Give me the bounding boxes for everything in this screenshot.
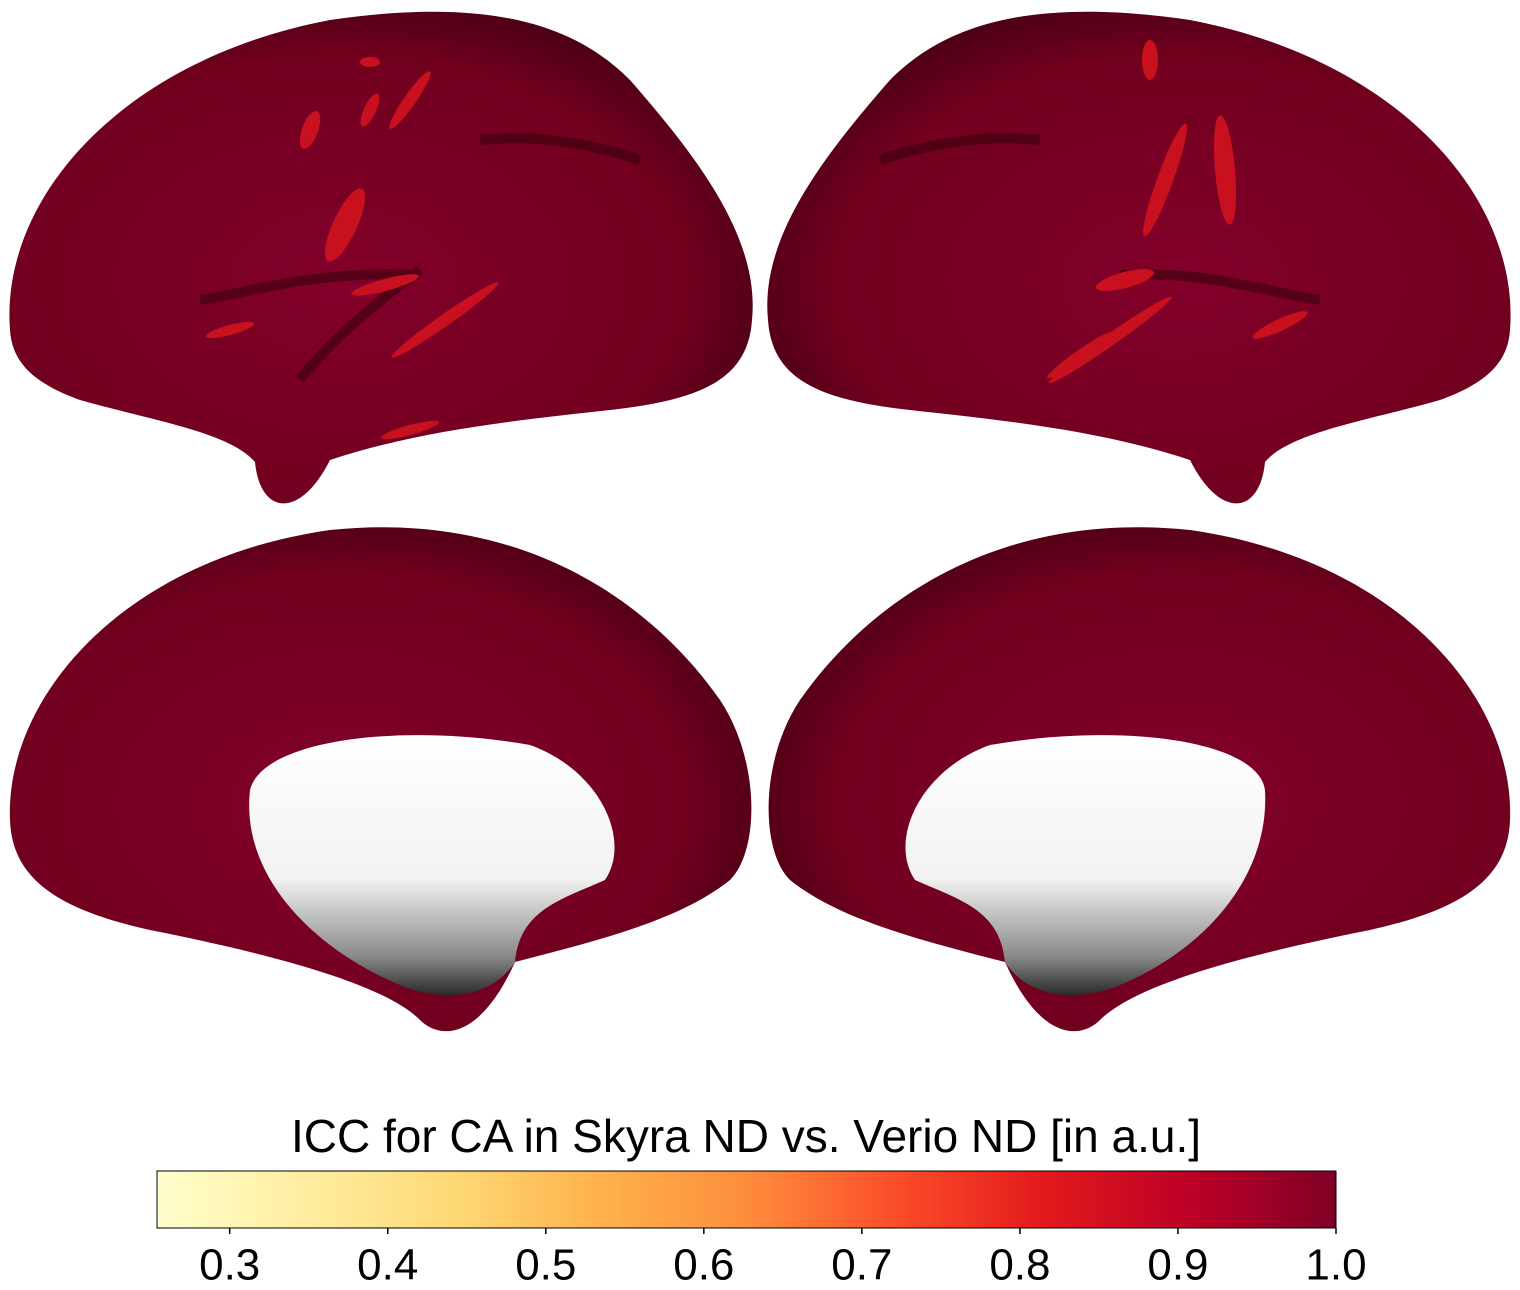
right-lateral xyxy=(767,11,1511,504)
tick-label: 0.8 xyxy=(989,1241,1050,1290)
medial-wall xyxy=(249,735,615,996)
tick-label: 0.7 xyxy=(831,1241,892,1290)
hotspots xyxy=(205,57,499,440)
tick-label: 0.9 xyxy=(1147,1241,1208,1290)
colorbar xyxy=(156,1170,1337,1229)
tick-label: 1.0 xyxy=(1305,1241,1366,1290)
hotspots xyxy=(1047,40,1308,384)
left-lateral xyxy=(9,11,753,504)
tick-label: 0.3 xyxy=(199,1241,260,1290)
tick-label: 0.4 xyxy=(357,1241,418,1290)
tick-label: 0.5 xyxy=(515,1241,576,1290)
left-medial xyxy=(9,527,752,1032)
tick-label: 0.6 xyxy=(673,1241,734,1290)
colorbar-title: ICC for CA in Skyra ND vs. Verio ND [in … xyxy=(291,1110,1201,1162)
brain-views xyxy=(9,11,1511,1032)
right-medial xyxy=(768,527,1511,1032)
cortex-surface xyxy=(767,11,1511,504)
cortex-surface xyxy=(9,11,753,504)
medial-wall xyxy=(905,735,1266,996)
